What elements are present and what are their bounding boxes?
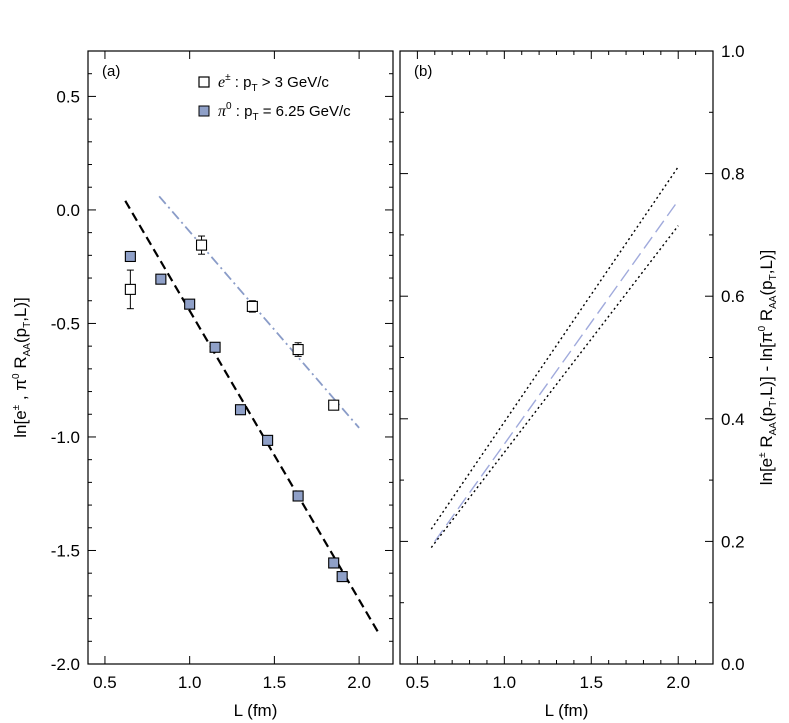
pion-point <box>234 404 247 416</box>
panel-a-legend: e± : pT > 3 GeV/c π0 : pT = 6.25 GeV/c <box>198 72 351 123</box>
panel-a-ticks: 0.5 1.0 1.5 2.0 -2.0 -1.5 -1.0 -0.5 0.0 0.5 <box>51 50 393 692</box>
legend-electron-pre: : p <box>231 74 252 91</box>
x-tick-label: 0.5 <box>93 673 117 692</box>
legend-entry-electron: e± : pT > 3 GeV/c <box>218 72 329 94</box>
filled-square-marker <box>184 298 196 310</box>
x-tick-label: 1.0 <box>493 673 517 692</box>
electron-point <box>124 269 136 310</box>
electron-point <box>195 235 208 255</box>
panel-b-frame <box>399 50 714 665</box>
fit-line-electron <box>158 195 360 429</box>
y-tick-label: 0.4 <box>721 410 745 429</box>
x-tick-label: 2.0 <box>347 673 371 692</box>
panel-b-lines <box>430 166 679 548</box>
y-tick-label: -1.0 <box>51 428 80 447</box>
pion-point <box>336 571 348 583</box>
y-tick-label: -2.0 <box>51 655 80 674</box>
x-tick-label: 1.0 <box>178 673 202 692</box>
panel-a-x-axis-title: L (fm) <box>234 701 278 720</box>
filled-square-marker <box>336 571 348 583</box>
legend-electron-sub: T <box>251 83 257 94</box>
legend-pion-sup: 0 <box>226 101 232 112</box>
filled-square-marker <box>124 250 136 263</box>
legend-pion-post: = 6.25 GeV/c <box>259 103 352 120</box>
legend-electron-post: > 3 GeV/c <box>258 74 330 91</box>
open-square-marker <box>246 300 258 312</box>
legend-pion-symbol: π <box>218 103 227 120</box>
fit-line-pion <box>124 200 381 636</box>
panel-a-fit-lines <box>124 195 381 636</box>
panel-b-y-axis-title: ln[e± RAA(pT,L)] - ln[π0 RAA(pT,L)] <box>757 250 779 486</box>
legend-entry-pion: π0 : pT = 6.25 GeV/c <box>218 101 351 123</box>
panel-b-x-axis-title: L (fm) <box>545 701 589 720</box>
filled-square-marker <box>234 404 247 416</box>
y-tick-label: -0.5 <box>51 314 80 333</box>
panel-a-y-axis-title: ln[e± , π0 RAA(pT,L)] <box>11 297 33 438</box>
filled-square-marker <box>292 490 304 502</box>
pion-point <box>262 434 274 446</box>
legend-electron-symbol: e <box>218 74 225 91</box>
panel-b-ticks: 0.5 1.0 1.5 2.0 0.0 0.2 0.4 0.6 0.8 1.0 <box>399 42 745 692</box>
pion-point <box>184 298 196 310</box>
y-tick-label: 0.8 <box>721 165 745 184</box>
y-tick-label: 0.0 <box>56 201 80 220</box>
filled-square-marker <box>262 434 274 446</box>
lower-band-line <box>430 225 679 548</box>
electron-point <box>292 342 304 357</box>
y-tick-label: 0.2 <box>721 532 745 551</box>
upper-band-line <box>430 166 679 530</box>
pion-point <box>155 273 167 285</box>
panel-b-label: (b) <box>414 63 432 80</box>
open-square-marker <box>328 399 340 411</box>
pion-point <box>209 341 221 353</box>
panel-a-label: (a) <box>102 63 120 80</box>
electron-point <box>246 300 258 313</box>
x-tick-label: 0.5 <box>406 673 430 692</box>
y-tick-label: -1.5 <box>51 541 80 560</box>
y-tick-label: 0.0 <box>721 655 745 674</box>
open-square-marker <box>195 239 208 251</box>
filled-square-marker <box>328 557 340 569</box>
filled-square-marker <box>155 273 167 285</box>
panel-a-frame <box>87 50 394 665</box>
electron-point <box>328 399 340 411</box>
legend-electron-sup: ± <box>225 72 231 83</box>
pion-point <box>124 250 136 263</box>
panel-a-markers <box>124 235 348 583</box>
filled-square-marker <box>209 341 221 353</box>
legend-open-square <box>198 76 210 88</box>
panel-a: 0.5 1.0 1.5 2.0 -2.0 -1.5 -1.0 -0.5 0.0 0.5 (a) e… <box>11 50 394 720</box>
y-tick-label: 0.5 <box>56 87 80 106</box>
y-tick-label: 1.0 <box>721 42 745 61</box>
legend-pion-pre: : p <box>232 103 253 120</box>
legend-pion-sub: T <box>252 112 258 123</box>
x-tick-label: 1.5 <box>263 673 287 692</box>
open-square-marker <box>292 344 304 356</box>
pion-point <box>292 490 304 502</box>
x-tick-label: 2.0 <box>666 673 690 692</box>
y-tick-label: 0.6 <box>721 287 745 306</box>
panel-b: 0.5 1.0 1.5 2.0 0.0 0.2 0.4 0.6 0.8 1.0 (b) L (fm… <box>399 42 779 720</box>
central-band-line <box>434 200 679 542</box>
legend-filled-square <box>198 105 210 117</box>
x-tick-label: 1.5 <box>579 673 603 692</box>
open-square-marker <box>124 283 136 295</box>
pion-point <box>328 557 340 569</box>
